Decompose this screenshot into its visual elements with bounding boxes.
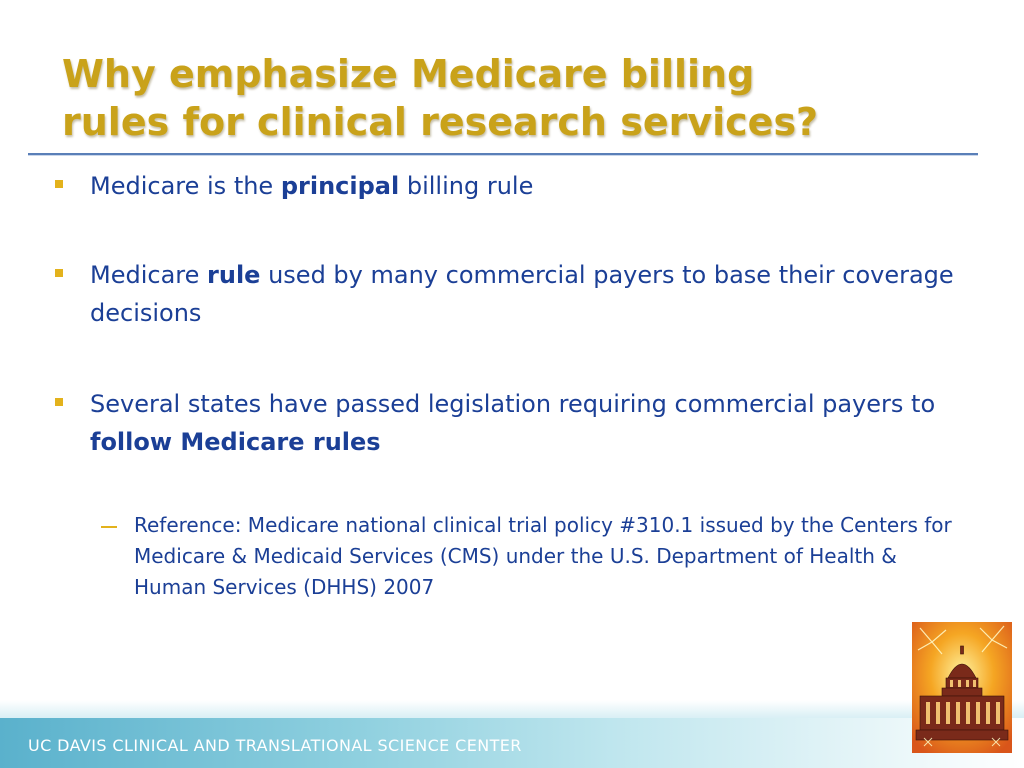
title-line-2: rules for clinical research services? <box>62 100 819 144</box>
footer-text: UC DAVIS CLINICAL AND TRANSLATIONAL SCIE… <box>28 736 522 755</box>
sub-bullet-dash-icon <box>101 526 117 528</box>
capitol-fireworks-icon <box>912 622 1012 753</box>
bullet-marker-icon <box>55 269 63 277</box>
bullet-marker-icon <box>55 398 63 406</box>
bullet-text: used by many commercial payers to base t… <box>90 261 954 327</box>
sub-bullet-reference: Reference: Medicare national clinical tr… <box>134 513 952 599</box>
bullet-text: Medicare <box>90 261 208 289</box>
bullet-emphasis: principal <box>280 172 400 200</box>
bullet-item-1: Medicare is the principal billing rule <box>90 167 960 205</box>
bullet-item-2: Medicare rule used by many commercial pa… <box>90 256 960 332</box>
bullet-item-3: Several states have passed legislation r… <box>90 385 960 461</box>
bullet-emphasis: rule <box>207 261 261 289</box>
title-divider <box>28 153 978 155</box>
bullet-text: Several states have passed legislation r… <box>90 390 936 418</box>
slide-title: Why emphasize Medicare billing rules for… <box>62 50 962 146</box>
footer-band <box>0 718 1024 768</box>
footer-glow <box>0 700 1024 722</box>
bullet-marker-icon <box>55 180 63 188</box>
bullet-text: billing rule <box>399 172 534 200</box>
bullet-text: Medicare is the <box>90 172 281 200</box>
title-line-1: Why emphasize Medicare billing <box>62 52 755 96</box>
bullet-emphasis: follow Medicare rules <box>90 428 381 456</box>
